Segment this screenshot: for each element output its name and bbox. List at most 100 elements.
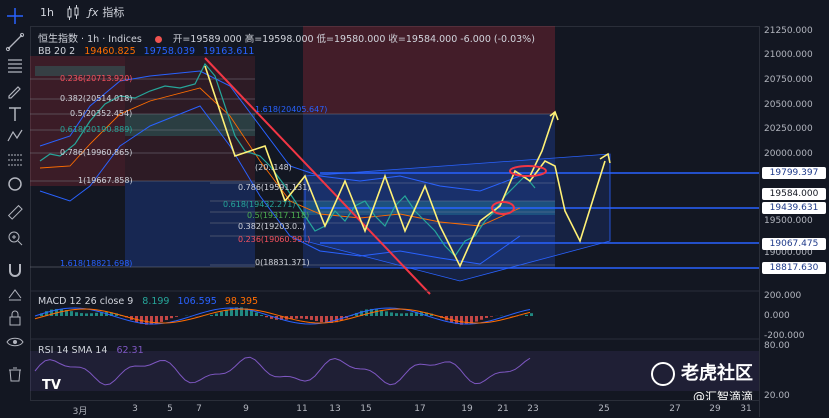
fib-label: 0.786(19591.131) xyxy=(238,183,310,192)
time-label: 17 xyxy=(414,404,425,414)
rsi-legend: RSI 14 SMA 14 62.31 xyxy=(38,345,144,356)
candle-style-icon[interactable] xyxy=(66,5,80,21)
ohlc-values: 开=19589.000 高=19598.000 低=19580.000 收=19… xyxy=(173,34,535,45)
macd-line-value: 106.595 xyxy=(178,296,217,307)
time-label: 21 xyxy=(497,404,508,414)
macd-histogram-bar xyxy=(255,313,258,316)
macd-histogram-bar xyxy=(395,313,398,316)
time-label: 23 xyxy=(527,404,538,414)
bb-label[interactable]: BB 20 2 xyxy=(38,46,75,57)
macd-histogram-bar xyxy=(485,316,488,318)
rsi-value: 62.31 xyxy=(116,345,143,356)
symbol-market: Indices xyxy=(108,34,142,45)
rsi-band xyxy=(30,351,759,391)
macd-histogram-bar xyxy=(265,316,268,317)
indicators-button[interactable]: ƒx 指标 xyxy=(88,5,124,21)
fib-zone-blue xyxy=(125,181,255,267)
symbol-name[interactable]: 恒生指数 xyxy=(38,34,78,45)
macd-histogram-bar xyxy=(385,311,388,316)
indicators-label: 指标 xyxy=(102,6,124,19)
circle-icon[interactable] xyxy=(5,174,25,194)
fib-label: 0.5(20352.454) xyxy=(70,109,132,118)
price-badge: 19067.475 xyxy=(762,238,826,250)
macd-histogram-bar xyxy=(80,313,83,316)
pattern-icon[interactable] xyxy=(5,126,25,146)
fib-label: 1.618(18821.698) xyxy=(60,259,132,268)
symbol-legend: 恒生指数 · 1h · Indices 开=19589.000 高=19598.… xyxy=(38,30,535,45)
macd-histogram-bar xyxy=(210,315,213,316)
fib-label: 1(19667.858) xyxy=(78,176,133,185)
time-label: 5 xyxy=(167,404,173,414)
symbol-separator: · xyxy=(81,34,84,45)
trendline-icon[interactable] xyxy=(5,32,25,52)
top-toolbar: 1h ƒx 指标 xyxy=(30,0,829,27)
magnet-icon[interactable] xyxy=(5,260,25,280)
fib-retracement-icon[interactable] xyxy=(5,56,25,76)
macd-histogram-bar xyxy=(315,316,318,321)
fib-label: 0.618(20190.889) xyxy=(60,125,132,134)
zoom-in-icon[interactable] xyxy=(5,228,25,248)
fib-label: 0.786(19960.865) xyxy=(60,148,132,157)
macd-histogram-bar xyxy=(400,313,403,316)
macd-histogram-bar xyxy=(160,316,163,322)
bb-lower-value: 19163.611 xyxy=(203,46,254,57)
time-label: 25 xyxy=(598,404,609,414)
macd-histogram-bar xyxy=(470,316,473,323)
time-label: 29 xyxy=(709,404,720,414)
macd-histogram-bar xyxy=(85,313,88,316)
macd-histogram-bar xyxy=(215,313,218,316)
time-label: 3 xyxy=(132,404,138,414)
time-label: 31 xyxy=(740,404,751,414)
macd-histogram-bar xyxy=(165,316,168,320)
ruler-icon[interactable] xyxy=(5,202,25,222)
time-label: 3月 xyxy=(73,404,88,417)
trash-icon[interactable] xyxy=(5,364,25,384)
price-scale[interactable]: 21250.000 21000.000 20750.000 20500.000 … xyxy=(759,26,829,417)
text-icon[interactable] xyxy=(5,104,25,124)
macd-histogram-bar xyxy=(60,309,63,316)
macd-histogram-bar xyxy=(300,316,303,319)
eye-icon[interactable] xyxy=(5,332,25,352)
crosshair-icon[interactable] xyxy=(5,6,25,26)
brush-icon[interactable] xyxy=(5,80,25,100)
time-scale[interactable]: 3月 3 5 7 9 11 13 15 17 19 21 23 25 27 29… xyxy=(30,400,759,418)
prediction-icon[interactable] xyxy=(5,150,25,170)
macd-histogram-bar xyxy=(310,316,313,320)
bb-basis-value: 19460.825 xyxy=(84,46,135,57)
chart-area[interactable]: 恒生指数 · 1h · Indices 开=19589.000 高=19598.… xyxy=(30,26,759,417)
fib-label: 0.382(20514.018) xyxy=(60,94,132,103)
macd-legend: MACD 12 26 close 9 8.199 106.595 98.395 xyxy=(38,296,258,307)
macd-histogram-bar xyxy=(260,315,263,316)
fib-label: 0(18831.371) xyxy=(255,258,310,267)
lock-drawing-icon[interactable] xyxy=(5,284,25,304)
price-label: 20250.000 xyxy=(764,124,813,134)
time-label: 13 xyxy=(329,404,340,414)
fx-icon: ƒx xyxy=(88,6,98,19)
macd-histogram-bar xyxy=(90,313,93,316)
rsi-label[interactable]: RSI 14 SMA 14 xyxy=(38,345,107,356)
market-status-icon xyxy=(155,36,162,43)
time-label: 9 xyxy=(243,404,249,414)
price-label: 20750.000 xyxy=(764,75,813,85)
drawing-toolbar xyxy=(0,0,31,417)
macd-histogram-bar xyxy=(490,316,493,317)
macd-histogram-bar xyxy=(320,316,323,322)
time-label: 11 xyxy=(296,404,307,414)
macd-histogram-bar xyxy=(70,311,73,316)
macd-histogram-bar xyxy=(95,313,98,316)
rsi-scale-label: 80.00 xyxy=(764,341,790,351)
macd-histogram-bar xyxy=(530,313,533,316)
price-label: 21000.000 xyxy=(764,50,813,60)
macd-histogram-bar xyxy=(220,312,223,316)
chart-canvas xyxy=(30,26,759,417)
macd-histogram-bar xyxy=(475,316,478,322)
lock-icon[interactable] xyxy=(5,308,25,328)
timeframe-button[interactable]: 1h xyxy=(40,5,54,21)
tiger-logo-icon xyxy=(651,362,675,386)
macd-label[interactable]: MACD 12 26 close 9 xyxy=(38,296,133,307)
price-badge: 19799.397 xyxy=(762,167,826,179)
time-label: 15 xyxy=(360,404,371,414)
fib-label: 1.618(20405.647) xyxy=(255,105,327,114)
macd-scale-label: 0.000 xyxy=(764,311,790,321)
macd-histogram-bar xyxy=(405,313,408,316)
